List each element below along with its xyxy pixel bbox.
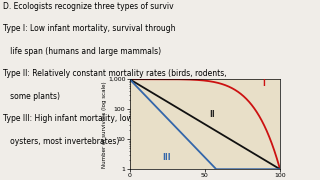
- Text: oysters, most invertebrates): oysters, most invertebrates): [3, 137, 120, 146]
- Text: D. Ecologists recognize three types of surviv: D. Ecologists recognize three types of s…: [3, 2, 174, 11]
- Text: Type II: Relatively constant mortality rates (birds, rodents,: Type II: Relatively constant mortality r…: [3, 69, 227, 78]
- Text: Type I: Low infant mortality, survival through: Type I: Low infant mortality, survival t…: [3, 24, 176, 33]
- Text: Type III: High infant mortality, low life expectancy (fish,: Type III: High infant mortality, low lif…: [3, 114, 215, 123]
- Text: III: III: [163, 153, 171, 162]
- Text: some plants): some plants): [3, 92, 60, 101]
- Text: life span (humans and large mammals): life span (humans and large mammals): [3, 47, 161, 56]
- Text: I: I: [262, 79, 265, 88]
- Text: II: II: [209, 110, 215, 119]
- Y-axis label: Number of survivors (log scale): Number of survivors (log scale): [101, 81, 107, 168]
